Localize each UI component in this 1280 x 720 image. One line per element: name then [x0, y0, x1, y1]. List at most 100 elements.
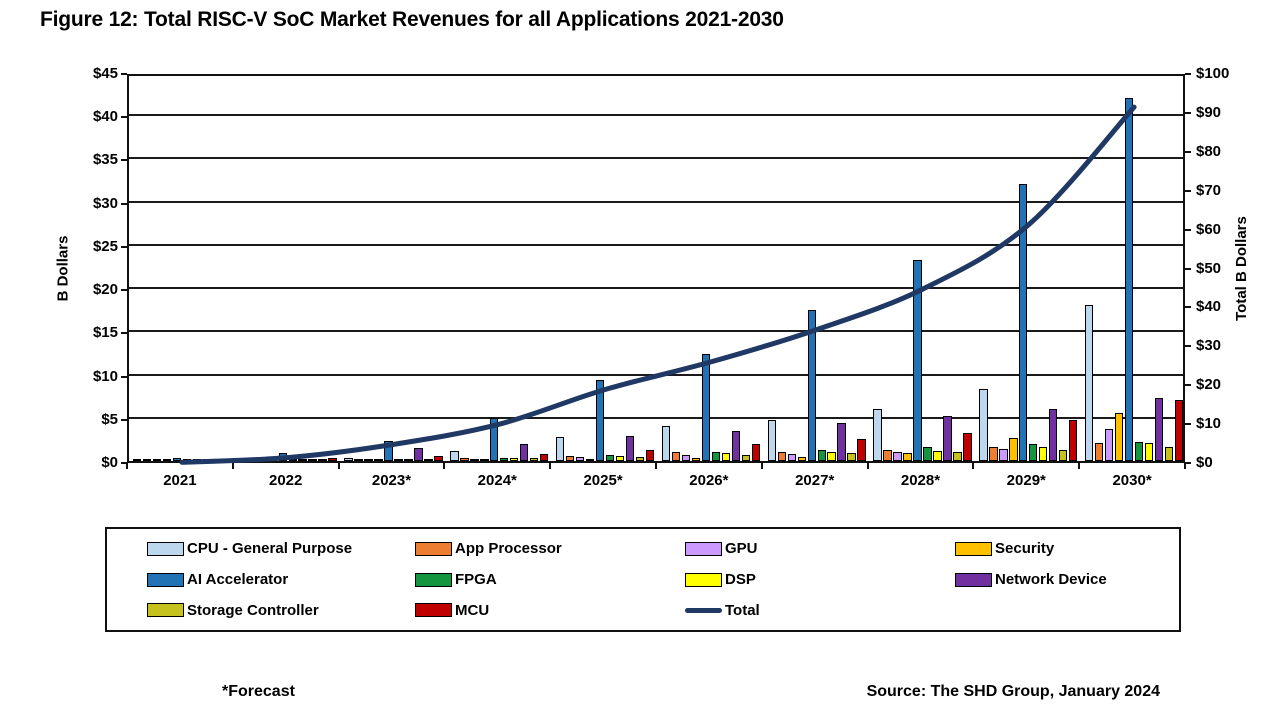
right-axis-tickmark — [1185, 111, 1191, 114]
left-axis-tickmark — [121, 462, 127, 464]
bar-app-processor — [777, 451, 786, 461]
legend-item-storage-controller: Storage Controller — [147, 599, 415, 621]
right-axis-tickmark — [1185, 150, 1191, 153]
bar-fpga — [711, 452, 721, 461]
right-axis-tick-label: $10 — [1196, 415, 1222, 433]
bar-mcu — [751, 443, 760, 461]
bar-storage-controller — [212, 459, 221, 461]
bar-cpu-general-purpose — [238, 459, 247, 461]
bar-mcu — [222, 459, 231, 461]
bar-mcu — [963, 433, 972, 461]
legend-color-swatch — [415, 541, 452, 556]
x-axis-tick-label: 2030* — [1112, 472, 1152, 489]
legend-color-swatch — [685, 541, 722, 556]
bar-dsp — [298, 459, 307, 461]
x-axis-tick-label: 2028* — [900, 472, 941, 489]
legend-item-cpu-general-purpose: CPU - General Purpose — [147, 538, 415, 560]
x-axis-tickmark — [866, 463, 869, 469]
right-axis-tick-label: $80 — [1196, 142, 1222, 160]
bar-cpu-general-purpose — [873, 409, 882, 461]
bar-dsp — [404, 459, 413, 461]
legend-color-swatch — [955, 541, 992, 556]
right-axis-tickmark — [1185, 189, 1191, 192]
bar-storage-controller — [953, 451, 962, 461]
bar-network-device — [731, 430, 741, 461]
legend-color-swatch — [147, 603, 184, 618]
bar-app-processor — [565, 455, 575, 461]
left-axis-tickmark — [121, 245, 127, 248]
left-axis-tick-label: $10 — [92, 367, 118, 385]
bar-gpu — [364, 459, 373, 461]
bar-mcu — [328, 458, 337, 461]
bar-cpu-general-purpose — [1085, 305, 1094, 461]
x-axis-tickmark — [655, 463, 657, 469]
x-axis-tick-label: 2022 — [269, 472, 303, 489]
legend-line-swatch — [685, 607, 722, 613]
left-axis-tickmark — [121, 289, 127, 292]
bar-cpu-general-purpose — [767, 419, 776, 461]
bar-gpu — [1104, 429, 1114, 461]
legend-label: AI Accelerator — [187, 571, 289, 588]
bar-security — [1009, 437, 1018, 461]
forecast-footnote: *Forecast — [222, 683, 295, 700]
bar-mcu — [645, 449, 655, 461]
right-axis-tick-label: $40 — [1196, 298, 1222, 316]
bar-dsp — [510, 458, 519, 461]
bar-network-device — [308, 459, 317, 461]
legend-color-swatch — [415, 603, 452, 618]
left-axis-tick-label: $25 — [92, 237, 118, 255]
source-credit: Source: The SHD Group, January 2024 — [866, 683, 1160, 700]
left-axis-tick-label: $35 — [92, 151, 118, 169]
bar-storage-controller — [635, 456, 645, 461]
bar-dsp — [827, 452, 836, 461]
right-axis-tickmark — [1185, 423, 1191, 426]
x-axis-tickmark — [972, 463, 975, 469]
bar-security — [585, 459, 595, 461]
legend-color-swatch — [955, 572, 992, 587]
bar-fpga — [605, 454, 615, 461]
bar-network-device — [1154, 397, 1164, 461]
right-axis-tick-label: $90 — [1196, 103, 1222, 121]
bar-security — [268, 459, 277, 461]
x-axis-tick-label: 2025* — [583, 472, 623, 489]
bar-app-processor — [671, 452, 681, 461]
left-axis-tick-label: $45 — [92, 65, 118, 82]
plot-area — [127, 74, 1185, 465]
bar-security — [374, 459, 383, 461]
x-axis-tickmark — [549, 463, 552, 469]
bar-network-device — [943, 416, 952, 461]
bar-security — [691, 458, 701, 461]
bar-app-processor — [1094, 442, 1104, 461]
legend-label: FPGA — [455, 571, 497, 588]
bar-network-device — [1049, 409, 1058, 461]
bar-fpga — [923, 447, 932, 461]
bar-ai-accelerator — [913, 259, 922, 461]
legend-label: App Processor — [455, 540, 562, 558]
bar-security — [797, 456, 806, 461]
left-axis-tick-label: $30 — [92, 194, 118, 212]
left-axis-tickmark — [121, 332, 127, 335]
legend-color-swatch — [147, 541, 184, 556]
bar-ai-accelerator — [278, 453, 287, 461]
legend-label: CPU - General Purpose — [187, 540, 353, 558]
left-axis-tick-label: $5 — [101, 410, 118, 428]
bar-gpu — [575, 457, 585, 461]
bar-ai-accelerator — [1124, 97, 1134, 461]
legend-label: Storage Controller — [187, 601, 319, 619]
bar-network-device — [625, 435, 635, 461]
bar-security — [903, 453, 912, 461]
left-axis-tickmark — [121, 418, 127, 421]
bar-fpga — [1029, 443, 1038, 461]
bar-cpu-general-purpose — [979, 389, 988, 461]
x-axis-tick-label: 2027* — [795, 472, 835, 489]
x-axis-tick-label: 2021 — [163, 472, 197, 489]
left-axis-tickmark — [121, 159, 127, 162]
bar-ai-accelerator — [701, 353, 711, 461]
legend-label: Network Device — [995, 571, 1107, 588]
x-axis-tickmark — [443, 463, 446, 469]
bar-ai-accelerator — [1019, 184, 1028, 461]
bar-storage-controller — [1164, 447, 1174, 461]
bar-storage-controller — [424, 459, 433, 461]
x-axis-tickmark — [1078, 463, 1081, 469]
